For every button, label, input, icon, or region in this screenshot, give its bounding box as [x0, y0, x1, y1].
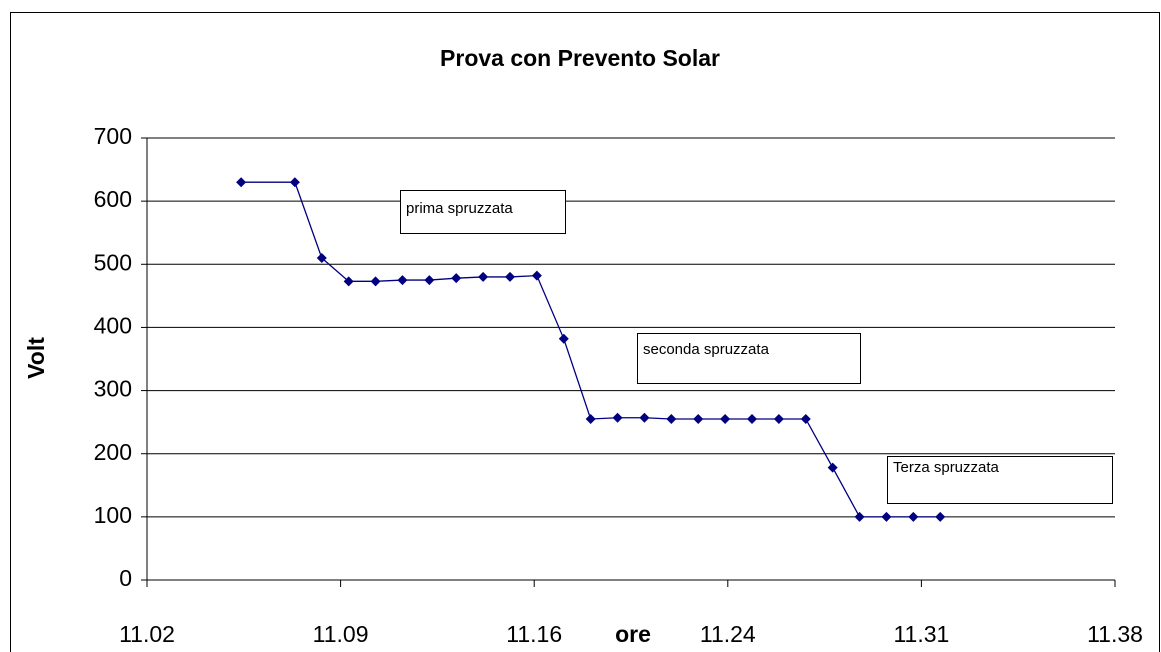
chart-border [10, 12, 1160, 652]
data-point [666, 413, 677, 424]
annotation-box [400, 190, 566, 234]
x-tick-label: 11.02 [119, 621, 175, 647]
data-point [343, 276, 354, 287]
x-tick-label: 11.38 [1087, 621, 1143, 647]
data-point [773, 413, 784, 424]
annotation-box [887, 456, 1113, 504]
data-point [478, 271, 489, 282]
data-point [424, 275, 435, 286]
data-point [747, 413, 757, 424]
data-point [720, 413, 731, 424]
x-tick-label: 11.24 [700, 621, 756, 647]
annotation: seconda spruzzata [643, 341, 770, 358]
data-point [854, 511, 865, 522]
data-point [827, 462, 838, 473]
data-point [236, 177, 247, 188]
annotation: prima spruzzata [406, 200, 513, 217]
data-point [370, 276, 381, 287]
data-point [531, 270, 542, 281]
data-point [881, 511, 892, 522]
data-point [800, 413, 811, 424]
chart-title: Prova con Prevento Solar [440, 45, 720, 71]
annotation-box [637, 333, 861, 384]
annotation: Terza spruzzata [893, 459, 1000, 476]
data-point [316, 252, 327, 263]
y-tick-label: 100 [94, 502, 132, 528]
data-point [558, 333, 569, 344]
y-tick-label: 400 [94, 313, 132, 339]
data-point [935, 511, 946, 522]
x-tick-label: 11.09 [313, 621, 369, 647]
annotations: prima spruzzata seconda spruzzata Terza … [400, 190, 1113, 504]
data-point [585, 413, 596, 424]
y-tick-label: 500 [94, 249, 132, 275]
y-tick-label: 600 [94, 186, 132, 212]
data-point [639, 412, 650, 423]
x-tick-label: 11.16 [506, 621, 562, 647]
data-point [397, 275, 408, 286]
x-tick-label: 11.31 [893, 621, 949, 647]
x-axis-label: ore [615, 621, 651, 647]
y-axis-label: Volt [23, 337, 49, 379]
data-point [693, 413, 704, 424]
data-point [289, 177, 300, 188]
y-tick-label: 300 [94, 376, 132, 402]
data-point [505, 271, 515, 282]
y-tick-label: 700 [94, 123, 132, 149]
y-tick-label: 200 [94, 439, 132, 465]
y-tick-label: 0 [119, 565, 132, 591]
data-point [451, 273, 462, 284]
data-point [908, 511, 919, 522]
data-point [612, 412, 623, 423]
